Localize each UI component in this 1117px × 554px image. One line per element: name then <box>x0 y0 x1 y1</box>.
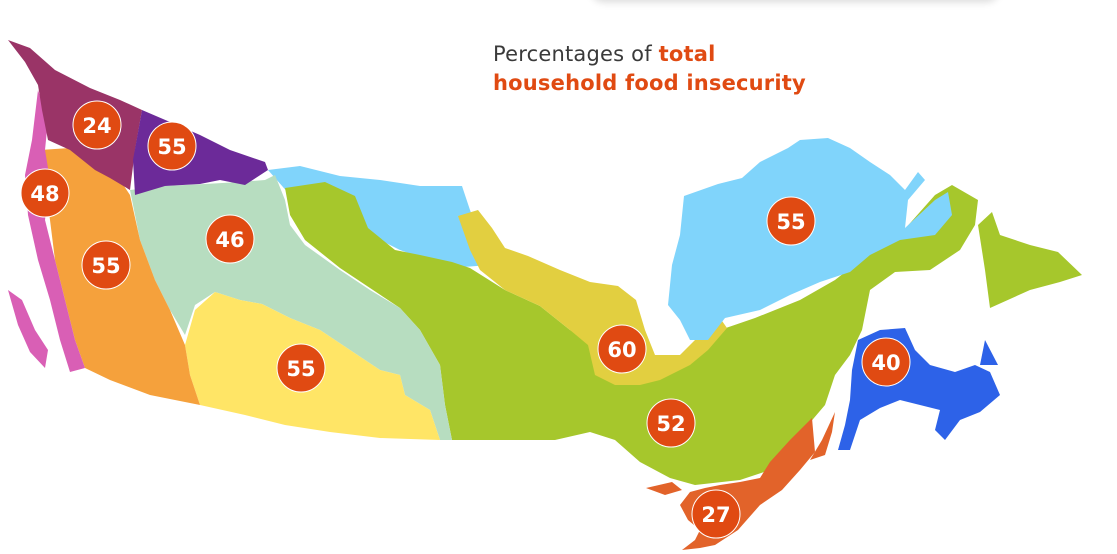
badge-circle <box>861 337 911 387</box>
region-south-peninsula <box>646 482 682 495</box>
badge-value: 55 <box>157 135 186 159</box>
badge-value: 52 <box>656 412 685 436</box>
region-north-central-shape <box>458 210 727 385</box>
value-badge-region-north-central: 60 <box>597 324 647 374</box>
region-island-shape <box>978 212 1082 308</box>
value-badge-region-north: 55 <box>147 121 197 171</box>
value-badge-region-northeast: 55 <box>766 196 816 246</box>
badge-value: 55 <box>776 210 805 234</box>
badge-value: 40 <box>871 351 900 375</box>
badge-value: 46 <box>215 228 244 252</box>
region-south-shape <box>810 412 835 460</box>
region-east-islet <box>980 340 998 365</box>
value-badge-region-south: 27 <box>691 489 741 539</box>
value-badge-region-south-central: 55 <box>276 343 326 393</box>
legend-emphasis-line1: total <box>658 42 716 66</box>
badge-value: 48 <box>30 182 59 206</box>
value-badge-region-northwest: 24 <box>72 100 122 150</box>
badge-value: 55 <box>91 254 120 278</box>
badge-circle <box>205 214 255 264</box>
badge-value: 27 <box>701 503 730 527</box>
region-east-shape <box>838 328 1000 450</box>
value-badge-region-interior-west: 55 <box>81 240 131 290</box>
badge-circle <box>72 100 122 150</box>
region-northeast-shape <box>668 138 952 340</box>
badge-circle <box>81 240 131 290</box>
badge-value: 24 <box>82 114 111 138</box>
badge-circle <box>276 343 326 393</box>
value-badge-region-coast: 48 <box>20 168 70 218</box>
value-badge-region-east: 40 <box>861 337 911 387</box>
badge-circle <box>147 121 197 171</box>
badge-value: 55 <box>286 357 315 381</box>
badge-circle <box>597 324 647 374</box>
badge-circle <box>766 196 816 246</box>
badge-value: 60 <box>607 338 636 362</box>
value-badge-region-central-west: 46 <box>205 214 255 264</box>
legend-emphasis-line2: household food insecurity <box>493 71 806 95</box>
region-coast-islands <box>8 290 48 368</box>
region-central-shape <box>285 182 978 485</box>
legend-title: Percentages of total household food inse… <box>493 40 806 98</box>
badge-circle <box>691 489 741 539</box>
badge-circle <box>20 168 70 218</box>
legend-lead: Percentages of <box>493 42 659 66</box>
badge-circle <box>646 398 696 448</box>
region-coast-shape <box>25 90 85 372</box>
value-badge-region-central: 52 <box>646 398 696 448</box>
